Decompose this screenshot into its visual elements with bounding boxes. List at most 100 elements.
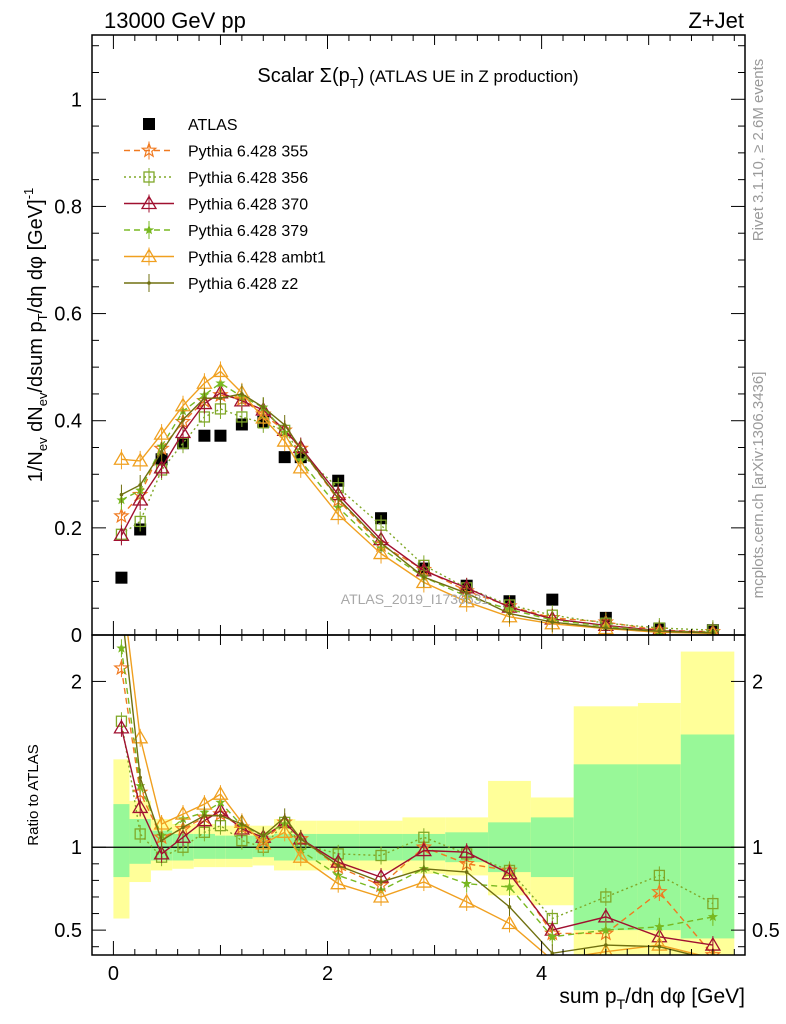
ratio-point-ambt1 bbox=[501, 915, 518, 930]
data-point-ambt1 bbox=[255, 409, 272, 424]
data-point-atlas bbox=[198, 429, 211, 442]
data-point-atlas bbox=[115, 571, 128, 584]
data-point-ambt1 bbox=[458, 593, 475, 608]
ratio-series-ambt1 bbox=[127, 635, 716, 955]
data-point-z2 bbox=[159, 449, 164, 454]
legend-marker-p379 bbox=[143, 224, 155, 235]
ratio-point-p356 bbox=[375, 849, 387, 862]
data-point-ambt1 bbox=[212, 363, 229, 378]
header-right: Z+Jet bbox=[688, 8, 744, 33]
legend-item-z2: Pythia 6.428 z2 bbox=[124, 274, 298, 293]
legend-item-ambt1: Pythia 6.428 ambt1 bbox=[124, 247, 326, 267]
ratio-point-ambt1 bbox=[212, 785, 229, 800]
ratio-point-p355 bbox=[704, 946, 722, 955]
ratio-point-z2 bbox=[550, 951, 555, 955]
ratio-point-z2 bbox=[282, 815, 287, 820]
ratio-y-tick-label-left: 0.5 bbox=[54, 920, 82, 942]
ratio-y-tick-label-right: 1 bbox=[752, 837, 763, 859]
ratio-point-ambt1 bbox=[255, 835, 272, 850]
data-point-z2 bbox=[507, 611, 512, 616]
axis-ticks: 0 0.2 0.4 0.6 0.8 1 0.5 0.5 1 1 2 2 0 2 4 bbox=[54, 35, 780, 985]
ratio-y-tick-label-left: 1 bbox=[71, 837, 82, 859]
ratio-frame bbox=[91, 634, 746, 956]
ratio-plot-area bbox=[92, 605, 745, 962]
ratio-point-z2 bbox=[604, 943, 608, 947]
data-point-z2 bbox=[550, 620, 555, 624]
ratio-point-ambt1 bbox=[415, 873, 432, 888]
ratio-point-p355 bbox=[651, 883, 668, 900]
ratio-point-z2 bbox=[240, 822, 244, 826]
legend-marker-ambt1 bbox=[140, 248, 158, 263]
ratio-point-p379 bbox=[600, 924, 611, 935]
band-green-bin bbox=[113, 804, 130, 878]
header-left: 13000 GeV pp bbox=[104, 8, 246, 33]
plot-title: Scalar Σ(pT) (ATLAS UE in Z production) bbox=[257, 65, 578, 91]
ratio-y-tick-label-left: 2 bbox=[71, 671, 82, 693]
legend: ATLAS Pythia 6.428 355 Pythia 6.428 356 Pyt… bbox=[124, 117, 326, 293]
data-point-p356 bbox=[134, 515, 146, 528]
ratio-point-p370 bbox=[153, 845, 170, 860]
ratio-point-z2 bbox=[218, 813, 223, 818]
data-point-p370 bbox=[174, 424, 192, 439]
ratio-point-p370 bbox=[415, 842, 432, 857]
ratio-point-p379 bbox=[707, 911, 719, 922]
ratio-point-p379 bbox=[547, 931, 558, 942]
legend-item-p370: Pythia 6.428 370 bbox=[124, 194, 308, 214]
main-y-tick-label: 0 bbox=[71, 625, 82, 647]
data-point-z2 bbox=[261, 405, 266, 410]
data-point-ambt1 bbox=[276, 432, 293, 447]
legend-label-atlas: ATLAS bbox=[188, 117, 238, 134]
band-green-bin bbox=[193, 833, 216, 859]
ratio-point-z2 bbox=[261, 833, 266, 838]
main-y-tick-label: 0.6 bbox=[54, 304, 82, 326]
analysis-watermark: ATLAS_2019_I1736531 bbox=[341, 591, 490, 607]
data-point-atlas bbox=[214, 429, 227, 442]
ratio-point-z2 bbox=[422, 866, 426, 871]
ratio-point-z2 bbox=[202, 813, 207, 818]
ratio-point-z2 bbox=[120, 605, 124, 609]
legend-marker-p355 bbox=[140, 141, 158, 158]
data-point-z2 bbox=[422, 575, 426, 579]
ratio-y-tick-label-right: 2 bbox=[752, 671, 763, 693]
data-point-ambt1 bbox=[196, 374, 213, 389]
ratio-point-z2 bbox=[159, 838, 164, 843]
data-point-ambt1 bbox=[132, 452, 149, 467]
ratio-point-z2 bbox=[507, 905, 512, 909]
svg-text:1/Nev dNev/dsum pT/dη dφ [GeV]: 1/Nev dNev/dsum pT/dη dφ [GeV]-1 bbox=[21, 188, 50, 483]
legend-marker-p370 bbox=[140, 195, 158, 210]
data-point-z2 bbox=[138, 483, 142, 487]
rivet-label: Rivet 3.1.10, ≥ 2.6M events bbox=[750, 59, 767, 242]
legend-item-p356: Pythia 6.428 356 bbox=[124, 168, 308, 187]
ratio-point-ambt1 bbox=[292, 848, 309, 863]
legend-label-p370: Pythia 6.428 370 bbox=[188, 197, 308, 214]
ratio-point-z2 bbox=[298, 837, 303, 841]
x-axis-label: sum pT/dη dφ [GeV] bbox=[559, 985, 745, 1012]
legend-label-p355: Pythia 6.428 355 bbox=[188, 144, 308, 161]
data-point-z2 bbox=[379, 541, 383, 545]
legend-label-z2: Pythia 6.428 z2 bbox=[188, 276, 298, 293]
main-y-tick-label: 0.8 bbox=[54, 196, 82, 218]
ratio-point-z2 bbox=[711, 958, 715, 962]
ratio-point-ambt1 bbox=[372, 888, 390, 903]
data-point-atlas bbox=[278, 451, 291, 464]
x-tick-label: 4 bbox=[536, 963, 547, 985]
legend-item-atlas: ATLAS bbox=[143, 117, 238, 134]
data-point-p356 bbox=[236, 411, 248, 423]
x-tick-label: 2 bbox=[322, 963, 333, 985]
ratio-point-p379 bbox=[504, 881, 515, 892]
x-tick-label: 0 bbox=[108, 963, 119, 985]
data-point-z2 bbox=[202, 396, 207, 401]
data-point-atlas bbox=[546, 593, 559, 606]
data-point-p370 bbox=[153, 459, 170, 474]
ratio-point-p370 bbox=[458, 843, 475, 858]
ratio-point-p355 bbox=[113, 659, 130, 676]
legend-item-p355: Pythia 6.428 355 bbox=[124, 141, 308, 161]
ratio-point-p379 bbox=[654, 921, 665, 932]
data-point-z2 bbox=[218, 396, 223, 401]
ratio-point-p370 bbox=[132, 799, 149, 814]
ratio-point-p370 bbox=[174, 828, 192, 843]
data-point-z2 bbox=[282, 423, 287, 427]
data-point-ambt1 bbox=[372, 545, 390, 560]
data-point-p370 bbox=[113, 527, 130, 542]
